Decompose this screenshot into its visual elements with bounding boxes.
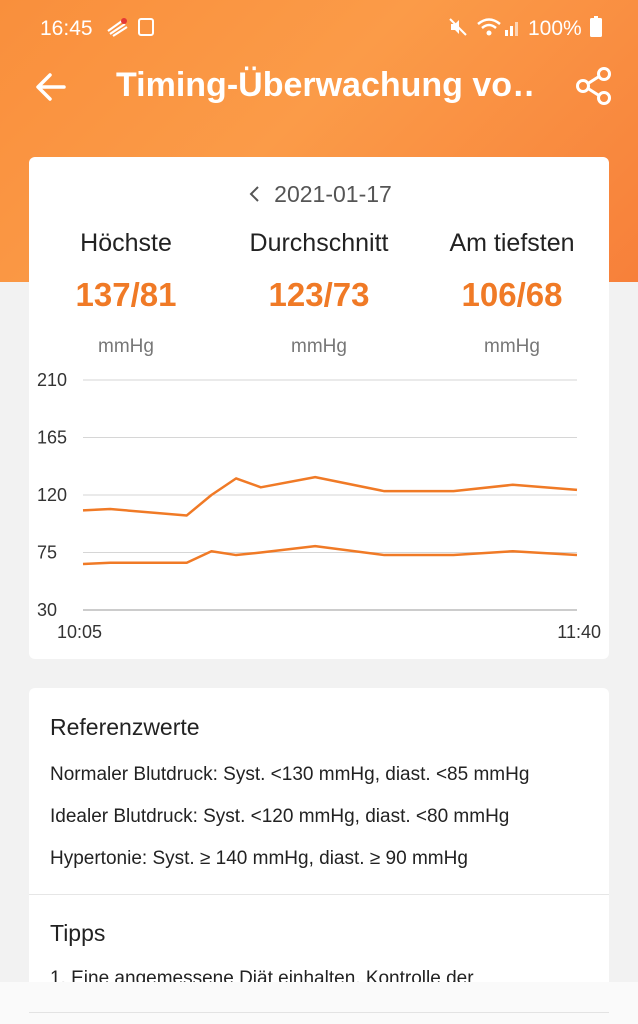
stat-average-value: 123/73 (268, 276, 370, 313)
y-tick-label: 120 (37, 485, 67, 505)
mute-icon (449, 18, 467, 36)
stat-highest-label: Höchste (80, 229, 172, 257)
battery-icon (590, 16, 602, 37)
tips-title: Tipps (50, 920, 106, 946)
status-time: 16:45 (40, 17, 93, 40)
signal-icon (505, 22, 518, 36)
reference-title: Referenzwerte (50, 714, 200, 740)
section-divider (29, 894, 609, 895)
notification-camera-icon (138, 18, 154, 36)
notification-app-icon (107, 18, 128, 37)
stat-average: Durchschnitt 123/73 mmHg (222, 229, 416, 358)
page-title: Timing-Überwachung vo… (116, 66, 536, 104)
share-icon[interactable] (574, 66, 614, 106)
stat-lowest-unit: mmHg (484, 336, 540, 357)
reference-line-normal: Normaler Blutdruck: Syst. <130 mmHg, dia… (50, 764, 530, 785)
x-tick-label: 11:40 (557, 622, 601, 642)
y-tick-label: 30 (37, 600, 57, 620)
bottom-fade (0, 982, 638, 1024)
stat-lowest-label: Am tiefsten (449, 229, 575, 257)
stat-lowest-value: 106/68 (461, 276, 563, 313)
bottom-divider (29, 1012, 609, 1013)
wifi-icon (477, 18, 501, 36)
reference-line-ideal: Idealer Blutdruck: Syst. <120 mmHg, dias… (50, 806, 510, 827)
stat-lowest: Am tiefsten 106/68 mmHg (415, 229, 609, 358)
diastolic-series-line (82, 544, 578, 566)
y-tick-label: 75 (37, 543, 57, 563)
stat-highest-unit: mmHg (98, 336, 154, 357)
summary-card: 2021-01-17 Höchste 137/81 mmHg Durchschn… (29, 157, 609, 659)
stat-average-unit: mmHg (291, 336, 347, 357)
reference-card: Referenzwerte Normaler Blutdruck: Syst. … (29, 688, 609, 989)
date-navigator: 2021-01-17 (29, 181, 609, 208)
chevron-left-icon[interactable] (246, 185, 264, 203)
back-arrow-icon[interactable] (34, 70, 68, 104)
y-tick-label: 165 (37, 428, 67, 448)
app-bar: Timing-Überwachung vo… (0, 56, 638, 128)
current-date: 2021-01-17 (274, 181, 392, 207)
stat-average-label: Durchschnitt (249, 229, 389, 257)
y-tick-label: 210 (37, 370, 67, 390)
reference-line-hypertension: Hypertonie: Syst. ≥ 140 mmHg, diast. ≥ 9… (50, 848, 468, 869)
systolic-series-line (82, 475, 578, 517)
battery-percent: 100% (528, 17, 582, 40)
status-bar: 16:45 100% (0, 0, 638, 56)
x-tick-label: 10:05 (57, 622, 102, 642)
stat-highest-value: 137/81 (75, 276, 177, 313)
stat-highest: Höchste 137/81 mmHg (29, 229, 223, 358)
